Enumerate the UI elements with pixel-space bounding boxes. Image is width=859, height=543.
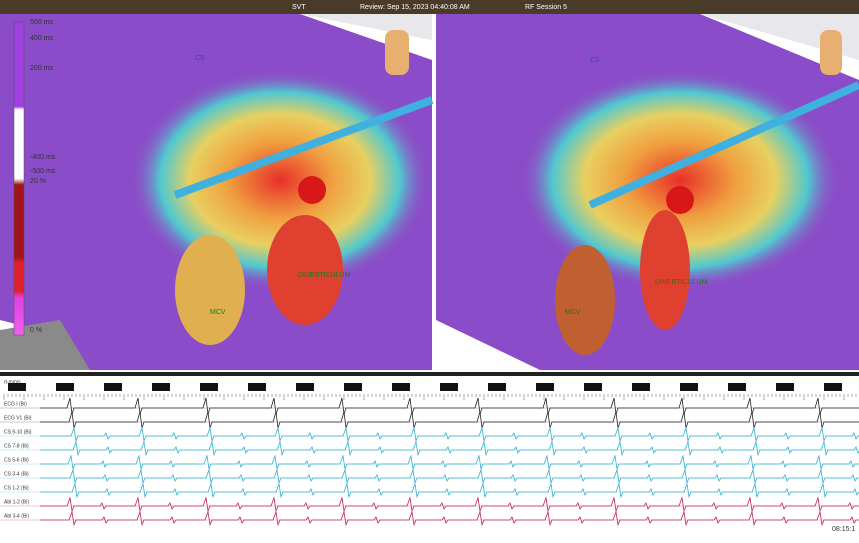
right-map bbox=[436, 14, 859, 370]
scale-label: 500 ms bbox=[30, 19, 53, 26]
time-block bbox=[200, 383, 218, 391]
channel-label: CS 7-8 (Bi) bbox=[4, 443, 29, 449]
time-block bbox=[584, 383, 602, 391]
channel-label: Abl 3-4 (Bi) bbox=[4, 513, 29, 519]
time-block bbox=[296, 383, 314, 391]
anatomy-label: DIVERTICULUM bbox=[298, 272, 351, 279]
channel-label: ECG V1 (Bi) bbox=[4, 415, 32, 421]
screen: SVT Review: Sep 15, 2023 04:40:08 AM RF … bbox=[0, 0, 859, 538]
scale-label: -400 ms bbox=[30, 154, 56, 161]
time-block bbox=[392, 383, 410, 391]
time-block bbox=[344, 383, 362, 391]
time-block bbox=[536, 383, 554, 391]
time-block bbox=[8, 383, 26, 391]
channel-label: Abl 1-2 (Bi) bbox=[4, 499, 29, 505]
time-block bbox=[488, 383, 506, 391]
time-block bbox=[152, 383, 170, 391]
anatomy-label: CS bbox=[195, 55, 205, 62]
anatomy-label: MCV bbox=[565, 309, 581, 316]
time-block bbox=[776, 383, 794, 391]
time-block bbox=[728, 383, 746, 391]
channel-label: CS 3-4 (Bi) bbox=[4, 471, 29, 477]
session: RF Session 5 bbox=[525, 4, 567, 11]
time-block bbox=[56, 383, 74, 391]
scale-label: 400 ms bbox=[30, 35, 53, 42]
mode: SVT bbox=[292, 4, 306, 11]
clock: 08:15:1 bbox=[832, 526, 855, 533]
time-block bbox=[104, 383, 122, 391]
time-block bbox=[680, 383, 698, 391]
scale-label: 20 % bbox=[30, 178, 46, 185]
anatomy-label: DIVERTICULUM bbox=[655, 279, 708, 286]
anatomy-label: MCV bbox=[210, 309, 226, 316]
scale-label: 200 ms bbox=[30, 65, 53, 72]
channel-label: CS 5-6 (Bi) bbox=[4, 457, 29, 463]
scale-label: -500 ms bbox=[30, 168, 56, 175]
time-block bbox=[440, 383, 458, 391]
channel-label: ECG I (Bi) bbox=[4, 401, 27, 407]
anatomy-label: CS bbox=[590, 57, 600, 64]
time-block bbox=[824, 383, 842, 391]
left-map bbox=[0, 14, 432, 370]
review-time: Review: Sep 15, 2023 04:40:08 AM bbox=[360, 4, 470, 11]
channel-label: CS 1-2 (Bi) bbox=[4, 485, 29, 491]
scale-label: 0 % bbox=[30, 327, 42, 334]
divider bbox=[0, 372, 859, 376]
time-block bbox=[248, 383, 266, 391]
color-scale bbox=[14, 22, 24, 335]
signal-panel bbox=[0, 372, 859, 538]
time-block bbox=[632, 383, 650, 391]
channel-label: CS 9-10 (Bi) bbox=[4, 429, 32, 435]
